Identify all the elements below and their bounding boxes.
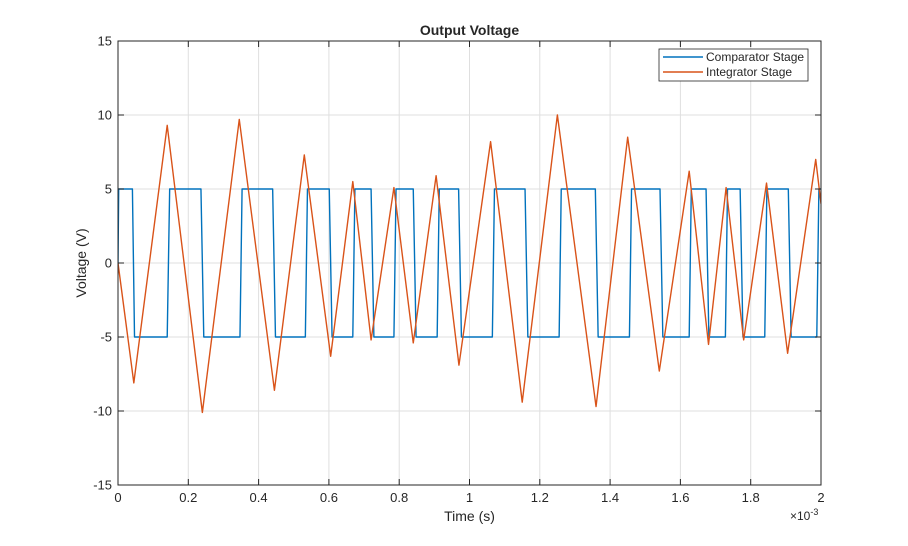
x-tick-label: 1.6 xyxy=(671,490,689,505)
x-tick-label: 0.8 xyxy=(390,490,408,505)
y-tick-label: 10 xyxy=(98,108,112,123)
x-axis-exponent-power: -3 xyxy=(810,507,818,517)
x-tick-label: 2 xyxy=(817,490,824,505)
y-tick-label: 5 xyxy=(105,182,112,197)
legend-box xyxy=(658,48,809,82)
x-tick-label: 0.4 xyxy=(250,490,268,505)
x-tick-label: 1.4 xyxy=(601,490,619,505)
x-tick-label: 0 xyxy=(114,490,121,505)
legend-label-integrator: Integrator Stage xyxy=(706,65,792,79)
tick-marks xyxy=(117,40,822,486)
x-axis-title: Time (s) xyxy=(444,508,495,524)
y-axis-title: Voltage (V) xyxy=(73,228,89,297)
x-tick-label: 1.2 xyxy=(531,490,549,505)
y-tick-label: 15 xyxy=(98,34,112,49)
chart-title: Output Voltage xyxy=(420,22,519,38)
x-tick-label: 0.2 xyxy=(179,490,197,505)
y-tick-label: 0 xyxy=(105,256,112,271)
legend: Comparator Stage Integrator Stage xyxy=(658,48,809,82)
y-tick-label: -10 xyxy=(93,404,112,419)
legend-label-comparator: Comparator Stage xyxy=(706,50,804,64)
y-tick-label: -15 xyxy=(93,478,112,493)
x-tick-label: 0.6 xyxy=(320,490,338,505)
series-line-integrator xyxy=(118,114,821,414)
x-tick-labels: 0 0.2 0.4 0.6 0.8 1 1.2 1.4 1.6 1.8 2 xyxy=(114,490,824,505)
x-tick-label: 1 xyxy=(466,490,473,505)
x-axis-exponent-base: ×10 xyxy=(790,509,811,523)
series-line-comparator xyxy=(118,188,821,338)
y-tick-labels: -15 -10 -5 0 5 10 15 xyxy=(93,34,112,493)
series-layer xyxy=(118,114,821,414)
x-tick-label: 1.8 xyxy=(742,490,760,505)
x-axis-exponent: ×10-3 xyxy=(790,507,818,523)
y-tick-label: -5 xyxy=(100,330,112,345)
